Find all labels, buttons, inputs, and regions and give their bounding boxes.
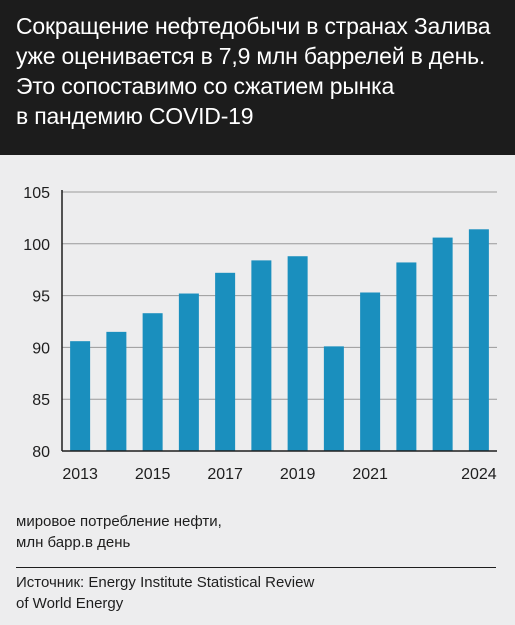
bar-2016 bbox=[178, 293, 199, 451]
x-tick-label-2024: 2024 bbox=[461, 466, 497, 483]
y-axis-label-line-2: млн барр.в день bbox=[16, 534, 131, 551]
title-line-3: Это сопоставимо со сжатием рынка bbox=[16, 73, 395, 99]
y-tick-label-85: 85 bbox=[32, 392, 50, 409]
bar-2017 bbox=[215, 272, 236, 451]
source-line-2: of World Energy bbox=[16, 595, 124, 612]
bar-2014 bbox=[106, 331, 127, 451]
bar-chart: 80 85 90 95 100 105 2013 2015 2017 2019 2021 2024 bbox=[23, 185, 497, 483]
source-note: Источник: Energy Institute Statistical R… bbox=[16, 572, 496, 614]
y-tick-label-95: 95 bbox=[32, 289, 50, 306]
source-line-1: Источник: Energy Institute Statistical R… bbox=[16, 574, 315, 591]
bar-2013 bbox=[70, 341, 91, 451]
y-tick-label-105: 105 bbox=[23, 185, 50, 202]
bar-2018 bbox=[251, 260, 272, 451]
bar-2015 bbox=[142, 313, 163, 451]
y-axis-label: мировое потребление нефти, млн барр.в де… bbox=[16, 511, 396, 553]
x-tick-label-2019: 2019 bbox=[280, 466, 316, 483]
title-line-4: в пандемию COVID-19 bbox=[16, 103, 254, 129]
bar-2022 bbox=[396, 262, 417, 451]
x-tick-label-2015: 2015 bbox=[135, 466, 171, 483]
title-line-2: уже оценивается в 7,9 млн баррелей в ден… bbox=[16, 43, 486, 69]
x-tick-label-2017: 2017 bbox=[207, 466, 243, 483]
x-tick-label-2021: 2021 bbox=[352, 466, 388, 483]
y-tick-label-100: 100 bbox=[23, 237, 50, 254]
chart-title: Сокращение нефтедобычи в странах Залива … bbox=[16, 11, 506, 131]
bar-2024 bbox=[468, 229, 489, 451]
bar-2021 bbox=[360, 292, 381, 451]
bar-2020 bbox=[323, 346, 344, 451]
title-line-1: Сокращение нефтедобычи в странах Залива bbox=[16, 13, 491, 39]
y-tick-label-80: 80 bbox=[32, 444, 50, 461]
y-axis-label-line-1: мировое потребление нефти, bbox=[16, 513, 222, 530]
x-tick-label-2013: 2013 bbox=[62, 466, 98, 483]
chart-header: Сокращение нефтедобычи в странах Залива … bbox=[0, 0, 515, 155]
bar-2019 bbox=[287, 256, 308, 451]
bar-2023 bbox=[432, 237, 453, 451]
y-tick-label-90: 90 bbox=[32, 340, 50, 357]
source-divider bbox=[16, 567, 496, 568]
